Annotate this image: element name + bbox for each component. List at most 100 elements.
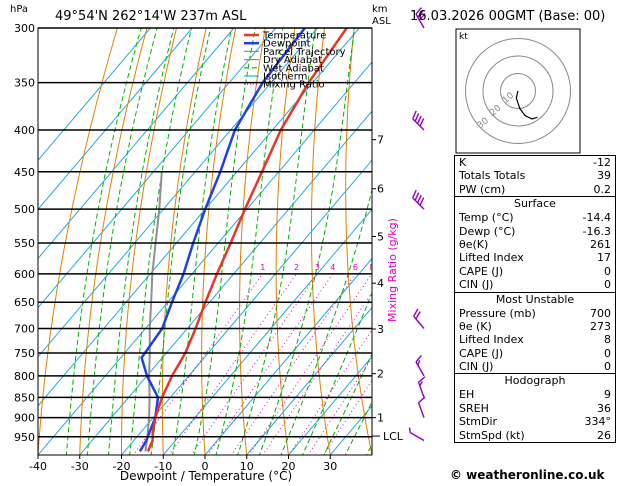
hodograph-unit-label: kt (459, 32, 468, 42)
lcl-label: LCL (383, 430, 404, 443)
wet-adiabat-line (86, 28, 158, 455)
row-label: CAPE (J) (459, 346, 504, 360)
axes: 3003504004505005506006507007508008509009… (14, 22, 404, 473)
wet-adiabat-line (301, 291, 372, 455)
dry-adiabat-line (201, 28, 237, 455)
table-row: Totals Totals 39 (455, 169, 615, 182)
row-label: Pressure (mb) (459, 306, 536, 320)
row-label: EH (459, 388, 475, 402)
temperature-line (146, 28, 348, 452)
dry-adiabat-line (38, 28, 118, 455)
row-value: 261 (590, 237, 611, 251)
table-row: CAPE (J) 0 (455, 347, 615, 360)
wind-barb-feather (412, 110, 417, 120)
legend-label: Mixing Ratio (263, 80, 325, 91)
row-value: 334° (584, 415, 612, 429)
km-tick-label: 4 (377, 277, 384, 290)
row-value: 39 (597, 169, 611, 183)
hodograph-trace (515, 90, 538, 120)
wet-adiabat-line (65, 28, 142, 455)
wind-barb-staff (415, 13, 425, 29)
table-row: K -12 (455, 156, 615, 169)
wind-barb-feather (418, 13, 426, 21)
row-value: 0 (604, 346, 611, 360)
hodograph-ring (465, 38, 571, 144)
table-row: Pressure (mb) 700 (455, 307, 615, 320)
wet-adiabat-line (150, 28, 212, 455)
table-row: CAPE (J) 0 (455, 265, 615, 278)
wind-barbs (408, 7, 426, 442)
wind-barb-staff (412, 118, 425, 131)
pressure-tick-label: 500 (14, 203, 35, 216)
wind-barb-feather (416, 115, 422, 124)
wet-adiabat-line (258, 28, 356, 455)
isotherm-line (38, 28, 235, 260)
isotherm-line (204, 257, 372, 455)
isotherm-line (38, 61, 372, 455)
dry-adiabat-line (161, 28, 207, 455)
wind-barb-feather (417, 360, 421, 366)
wind-barb-feather (415, 7, 422, 15)
wind-barb-feather (419, 381, 424, 386)
row-label: SREH (459, 401, 489, 415)
row-value: 273 (590, 319, 611, 333)
km-tick-label: 2 (377, 368, 384, 381)
km-tick-label: 1 (377, 412, 384, 425)
row-label: Totals Totals (459, 169, 526, 183)
wind-barb-staff (409, 431, 425, 442)
pressure-tick-label: 950 (14, 431, 35, 444)
wet-adiabat-line (323, 352, 372, 455)
surface-title: Surface (455, 196, 615, 211)
x-axis-label: Dewpoint / Temperature (°C) (120, 469, 292, 483)
row-value: -16.3 (582, 224, 611, 238)
row-label: Lifted Index (459, 251, 524, 265)
parcel-trajectory-line (144, 171, 163, 452)
row-label: PW (cm) (459, 182, 506, 196)
dry-adiabat-line (311, 28, 331, 455)
dry-adiabat-line (620, 28, 629, 472)
row-label: CAPE (J) (459, 264, 504, 278)
pressure-tick-label: 300 (14, 22, 35, 35)
wet-adiabat-line (172, 28, 233, 455)
isotherm-line (38, 28, 360, 407)
row-label: CIN (J) (459, 360, 494, 374)
table-row: Lifted Index 17 (455, 251, 615, 264)
row-label: Lifted Index (459, 333, 524, 347)
asl-label: ASL (372, 16, 391, 27)
x-tick-label: -40 (29, 460, 47, 473)
isotherm-line (38, 28, 318, 358)
legend-label: Wet Adiabat (263, 63, 324, 74)
wind-barb-feather (414, 192, 420, 201)
dry-adiabat-line (345, 28, 372, 455)
wind-barb-staff (417, 402, 425, 418)
row-value: 0 (604, 264, 611, 278)
isotherm-line (38, 28, 277, 309)
row-label: K (459, 156, 467, 169)
pressure-tick-label: 800 (14, 370, 35, 383)
hodograph-ring (482, 55, 554, 127)
x-tick-label: 20 (282, 460, 296, 473)
pressure-tick-label: 550 (14, 237, 35, 250)
row-label: Temp (°C) (459, 211, 514, 225)
row-value: -14.4 (582, 211, 611, 225)
hodograph-table-title: Hodograph (455, 373, 615, 388)
dry-adiabat-line (238, 28, 266, 455)
isotherm-line (246, 306, 372, 455)
table-row: CIN (J) 0 (455, 278, 615, 291)
table-row: Temp (°C) -14.4 (455, 211, 615, 224)
wind-barb-feather (412, 189, 417, 199)
mixing-ratio-line (190, 273, 318, 455)
isotherm-line (38, 28, 151, 162)
isotherm-line (120, 159, 372, 455)
legend-label: Isotherm (263, 72, 307, 83)
legend-label: Dry Adiabat (263, 55, 322, 66)
x-tick-label: -30 (71, 460, 89, 473)
row-value: 0 (604, 360, 611, 374)
mixing-ratio-label: 3 (315, 263, 320, 272)
x-tick-label: 0 (202, 460, 209, 473)
isotherm-line (287, 356, 372, 455)
mixing-ratio-label: 25 (437, 263, 447, 272)
